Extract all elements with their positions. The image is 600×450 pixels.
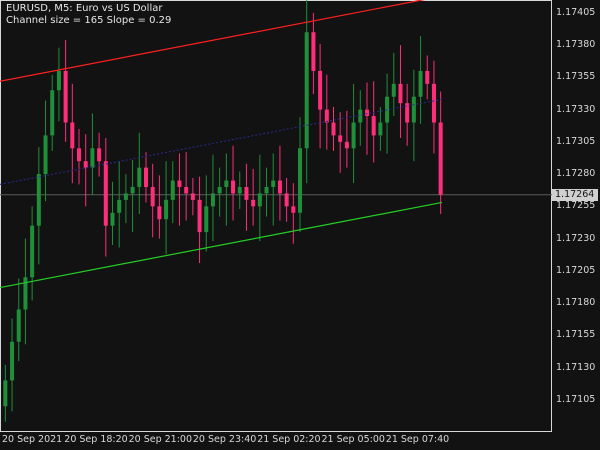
candle-body (150, 186, 155, 207)
candle-body (63, 70, 68, 123)
symbol-title: EURUSD, M5: Euro vs US Dollar (6, 3, 163, 14)
candle-body (398, 83, 403, 104)
candle-body (77, 148, 82, 162)
candle-body (405, 103, 410, 123)
candle-body (378, 122, 383, 136)
candle-body (117, 199, 122, 213)
candle-body (237, 186, 242, 194)
candle-body (184, 186, 189, 194)
candle-body (123, 193, 128, 200)
y-tick-label: 1.17105 (556, 393, 596, 405)
y-tick-label: 1.17405 (556, 6, 596, 18)
y-tick-label: 1.17380 (556, 39, 596, 51)
x-tick-label: 20 Sep 2021 (2, 434, 63, 445)
channel-info-label: Channel size = 165 Slope = 0.29 (6, 15, 172, 26)
candle-body (103, 161, 108, 226)
candle-body (16, 309, 21, 342)
candle-body (210, 193, 215, 207)
candle-body (190, 193, 195, 200)
y-tick-label: 1.17305 (556, 135, 596, 147)
y-tick-label: 1.17355 (556, 71, 596, 83)
candle-body (10, 341, 15, 381)
candle-body (358, 109, 363, 123)
candle-body (70, 122, 75, 149)
x-tick-label: 20 Sep 18:20 (64, 434, 128, 445)
candle-body (318, 70, 323, 110)
x-tick-label: 20 Sep 23:40 (192, 434, 257, 445)
candle-body (217, 186, 222, 194)
candle-body (164, 199, 169, 220)
candle-body (351, 122, 356, 149)
candle-body (371, 116, 376, 136)
y-tick-label: 1.17255 (556, 200, 596, 212)
x-tick-label: 20 Sep 21:00 (128, 434, 193, 445)
candle-body (197, 199, 202, 233)
candle-body (251, 199, 256, 207)
candle-body (431, 83, 436, 123)
y-tick-label: 1.17280 (556, 168, 596, 180)
candle-body (224, 180, 229, 187)
candle-body (425, 70, 430, 84)
candle-body (204, 206, 209, 233)
channel-lower-line (0, 201, 443, 289)
candle-body (90, 148, 95, 168)
candle-body (338, 135, 343, 142)
candle-body (43, 135, 48, 175)
candle-body (56, 70, 61, 91)
candle-body (364, 109, 369, 117)
candle-body (264, 186, 269, 194)
candle-body (438, 122, 443, 195)
candle-body (244, 186, 249, 200)
candle-body (411, 96, 416, 123)
channel-upper-line (0, 0, 426, 82)
candle-body (23, 277, 28, 310)
candle-body (36, 174, 41, 226)
current-price-tag: 1.17264 (552, 188, 598, 201)
candle-body (83, 161, 88, 168)
candle-body (391, 83, 396, 97)
price-chart-area[interactable] (0, 0, 552, 432)
candle-body (50, 90, 55, 136)
candle-body (231, 180, 236, 194)
candle-body (271, 180, 276, 187)
candle-body (385, 96, 390, 123)
candle-body (110, 212, 115, 226)
y-tick-label: 1.17230 (556, 232, 596, 244)
channel-middle-line (0, 98, 443, 185)
candle-body (344, 141, 349, 149)
candle-body (418, 70, 423, 97)
candle-body (284, 193, 289, 207)
candle-body (143, 167, 148, 187)
y-tick-label: 1.17330 (556, 103, 596, 115)
candle-body (30, 225, 35, 278)
candle-body (130, 186, 135, 194)
candle-body (257, 193, 262, 207)
candle-body (324, 109, 329, 123)
candle-body (3, 380, 8, 407)
y-tick-label: 1.17180 (556, 297, 596, 309)
candle-body (277, 180, 282, 194)
candle-body (304, 32, 309, 149)
y-tick-label: 1.17205 (556, 264, 596, 276)
candle-body (137, 167, 142, 187)
y-tick-label: 1.17130 (556, 361, 596, 373)
y-tick-label: 1.17155 (556, 329, 596, 341)
candle-body (97, 148, 102, 162)
x-tick-label: 21 Sep 02:20 (257, 434, 321, 445)
x-tick-label: 21 Sep 05:00 (321, 434, 385, 445)
candle-body (157, 206, 162, 220)
candle-body (298, 148, 303, 213)
candle-body (291, 206, 296, 213)
candle-body (331, 122, 336, 136)
x-tick-label: 21 Sep 07:40 (385, 434, 450, 445)
plot-border (0, 0, 552, 432)
candlestick-chart[interactable] (0, 0, 552, 432)
candle-body (170, 180, 175, 200)
candle-body (311, 32, 316, 71)
candle-body (177, 180, 182, 187)
